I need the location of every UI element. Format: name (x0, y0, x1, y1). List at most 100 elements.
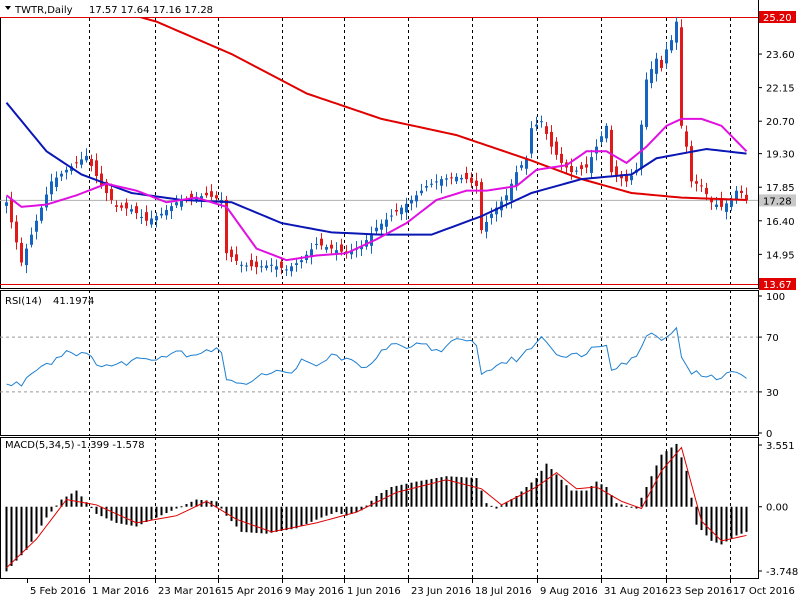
candle-body[interactable] (15, 221, 18, 243)
candle-body[interactable] (470, 177, 473, 183)
candle-body[interactable] (560, 153, 563, 163)
candle-body[interactable] (55, 177, 58, 187)
candle-body[interactable] (530, 128, 533, 154)
candle-body[interactable] (270, 264, 273, 266)
candle-body[interactable] (190, 193, 193, 198)
candle-body[interactable] (320, 238, 323, 246)
candle-body[interactable] (10, 199, 13, 223)
candle-body[interactable] (630, 175, 633, 181)
candle-body[interactable] (640, 124, 643, 169)
candle-body[interactable] (215, 195, 218, 199)
candle-body[interactable] (360, 246, 363, 250)
candle-body[interactable] (125, 202, 128, 209)
candle-body[interactable] (380, 223, 383, 230)
candle-body[interactable] (245, 265, 248, 267)
candle-body[interactable] (580, 165, 583, 170)
candle-body[interactable] (590, 157, 593, 173)
candle-body[interactable] (595, 146, 598, 154)
candle-body[interactable] (275, 266, 278, 270)
candle-body[interactable] (310, 249, 313, 258)
candle-body[interactable] (285, 269, 288, 271)
candle-body[interactable] (455, 176, 458, 182)
candle-body[interactable] (645, 79, 648, 127)
candle-body[interactable] (725, 203, 728, 212)
candle-body[interactable] (280, 261, 283, 268)
candle-body[interactable] (210, 191, 213, 197)
candle-body[interactable] (335, 250, 338, 254)
candle-body[interactable] (160, 213, 163, 216)
candle-body[interactable] (610, 129, 613, 173)
candle-body[interactable] (300, 260, 303, 263)
candle-body[interactable] (650, 69, 653, 84)
candle-body[interactable] (480, 182, 483, 231)
candle-body[interactable] (30, 234, 33, 245)
candle-body[interactable] (670, 40, 673, 51)
candle-body[interactable] (410, 199, 413, 204)
candle-body[interactable] (265, 265, 268, 269)
candle-body[interactable] (505, 195, 508, 201)
candle-body[interactable] (685, 131, 688, 147)
candle-body[interactable] (515, 172, 518, 186)
candle-body[interactable] (40, 207, 43, 221)
candle-body[interactable] (490, 213, 493, 219)
candle-body[interactable] (740, 190, 743, 193)
candle-body[interactable] (665, 49, 668, 64)
candle-body[interactable] (390, 215, 393, 217)
candle-body[interactable] (675, 21, 678, 43)
candle-body[interactable] (405, 203, 408, 213)
candle-body[interactable] (50, 181, 53, 195)
candle-body[interactable] (400, 207, 403, 215)
candle-body[interactable] (5, 202, 8, 206)
candle-body[interactable] (130, 209, 133, 212)
candle-body[interactable] (485, 221, 488, 232)
candle-body[interactable] (110, 188, 113, 200)
candle-body[interactable] (600, 136, 603, 143)
candle-body[interactable] (615, 166, 618, 176)
candle-body[interactable] (145, 212, 148, 221)
candle-body[interactable] (155, 216, 158, 221)
candle-body[interactable] (705, 187, 708, 195)
candle-body[interactable] (690, 146, 693, 182)
candle-body[interactable] (325, 247, 328, 250)
candle-body[interactable] (450, 177, 453, 179)
candle-body[interactable] (460, 177, 463, 180)
candle-body[interactable] (230, 249, 233, 258)
candle-body[interactable] (695, 181, 698, 184)
candle-body[interactable] (535, 124, 538, 127)
candle-body[interactable] (150, 218, 153, 225)
candle-body[interactable] (115, 205, 118, 207)
candle-body[interactable] (735, 190, 738, 200)
candle-body[interactable] (75, 162, 78, 164)
candle-body[interactable] (260, 266, 263, 268)
candle-body[interactable] (435, 181, 438, 183)
candle-body[interactable] (415, 195, 418, 202)
candle-body[interactable] (205, 192, 208, 196)
candle-body[interactable] (395, 210, 398, 212)
candle-body[interactable] (385, 219, 388, 227)
candle-body[interactable] (135, 206, 138, 214)
candle-body[interactable] (520, 165, 523, 168)
collapse-triangle-icon[interactable] (5, 6, 11, 10)
candle-body[interactable] (465, 172, 468, 180)
candle-body[interactable] (290, 266, 293, 272)
candle-body[interactable] (570, 165, 573, 173)
candle-body[interactable] (315, 243, 318, 245)
candle-body[interactable] (625, 175, 628, 182)
candle-body[interactable] (100, 173, 103, 187)
candle-body[interactable] (65, 169, 68, 173)
candle-body[interactable] (425, 186, 428, 188)
candle-body[interactable] (295, 263, 298, 265)
candle-body[interactable] (90, 158, 93, 166)
candle-body[interactable] (420, 190, 423, 194)
candle-body[interactable] (375, 227, 378, 232)
candle-body[interactable] (105, 181, 108, 193)
candle-body[interactable] (550, 131, 553, 147)
candle-body[interactable] (120, 205, 123, 208)
candle-body[interactable] (60, 173, 63, 177)
candle-body[interactable] (225, 199, 228, 254)
candle-body[interactable] (730, 199, 733, 207)
candle-body[interactable] (45, 194, 48, 208)
candlesticks[interactable] (5, 17, 748, 278)
candle-body[interactable] (575, 170, 578, 172)
